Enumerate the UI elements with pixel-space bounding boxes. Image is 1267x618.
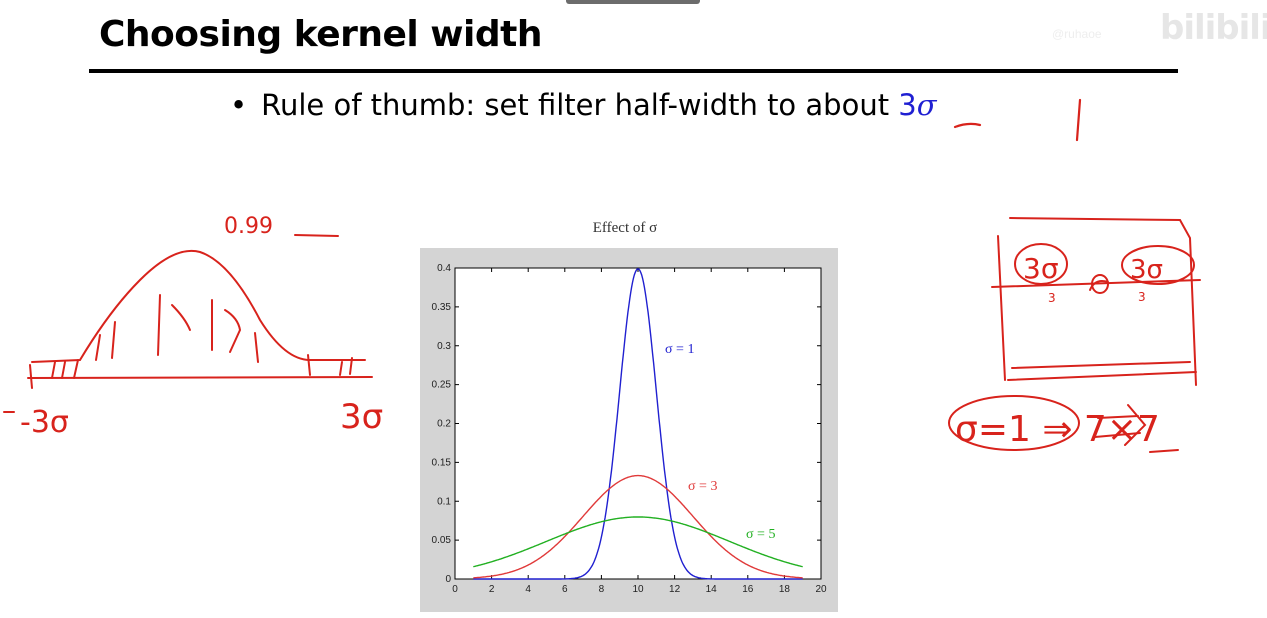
y-tick-label: 0.05 (432, 535, 452, 546)
right-sketch (948, 217, 1201, 453)
y-tick-label: 0.2 (437, 419, 451, 430)
top-tab[interactable] (566, 0, 700, 4)
y-axis: 0 0.05 0.1 0.15 0.2 0.25 0.3 0.35 0.4 (432, 263, 821, 585)
x-tick-label: 16 (742, 584, 754, 595)
series-line-0 (473, 268, 803, 580)
bullet-item: • Rule of thumb: set filter half-width to… (230, 88, 937, 122)
bullet-dot: • (230, 88, 248, 122)
series-label-sigma-3: σ = 3 (688, 479, 717, 494)
y-tick-label: 0.35 (432, 302, 452, 313)
x-tick-label: 6 (562, 584, 568, 595)
gaussian-chart: Effect of σ 0 2 4 6 8 10 12 14 16 18 20 0 0.05 0.1 0.… (420, 220, 838, 612)
x-tick-label: 18 (779, 584, 791, 595)
x-tick-label: 20 (815, 584, 827, 595)
slide-title: Choosing kernel width (99, 14, 542, 55)
bullet-accent-symbol: σ (916, 88, 937, 122)
series-label-sigma-5: σ = 5 (746, 527, 775, 542)
bullet-accent-number: 3 (898, 88, 917, 122)
watermark-user: @ruhaoe (1052, 27, 1102, 41)
x-tick-label: 10 (632, 584, 644, 595)
right-equation: σ=1 ⇒ 7×7 (955, 409, 1160, 450)
x-tick-label: 12 (669, 584, 681, 595)
y-tick-label: 0 (445, 574, 451, 585)
accent-underline (953, 98, 1082, 142)
right-sub-right: 3 (1138, 290, 1146, 304)
right-sub-left: 3 (1048, 291, 1056, 305)
y-tick-label: 0.25 (432, 380, 452, 391)
right-box-left-label: 3σ (1023, 252, 1059, 285)
x-tick-label: 14 (706, 584, 718, 595)
right-box-right-label: 3σ (1130, 255, 1163, 285)
x-tick-label: 2 (489, 584, 495, 595)
bilibili-watermark: bilibili (1160, 8, 1267, 48)
x-tick-label: 0 (452, 584, 458, 595)
x-tick-label: 4 (525, 584, 531, 595)
y-tick-label: 0.3 (437, 341, 451, 352)
series-line-1 (473, 474, 803, 579)
series-label-sigma-1: σ = 1 (665, 342, 694, 357)
left-annotation-top: 0.99 (224, 214, 273, 239)
left-sketch (3, 234, 373, 413)
left-annotation-pos: 3σ (340, 397, 383, 437)
y-tick-label: 0.1 (437, 496, 451, 507)
left-sketch-curve (31, 249, 366, 363)
left-annotation-neg: -3σ (20, 405, 69, 440)
right-sketch-box (1009, 217, 1197, 386)
y-tick-label: 0.4 (437, 263, 451, 274)
y-tick-label: 0.15 (432, 457, 452, 468)
series-line-2 (473, 516, 803, 568)
chart-title: Effect of σ (593, 220, 657, 236)
left-sketch-axis (27, 376, 373, 379)
title-rule (89, 69, 1178, 73)
bullet-accent: 3σ (898, 88, 936, 122)
bullet-text: Rule of thumb: set filter half-width to … (261, 88, 899, 122)
x-tick-label: 8 (599, 584, 605, 595)
series-group (473, 268, 803, 580)
